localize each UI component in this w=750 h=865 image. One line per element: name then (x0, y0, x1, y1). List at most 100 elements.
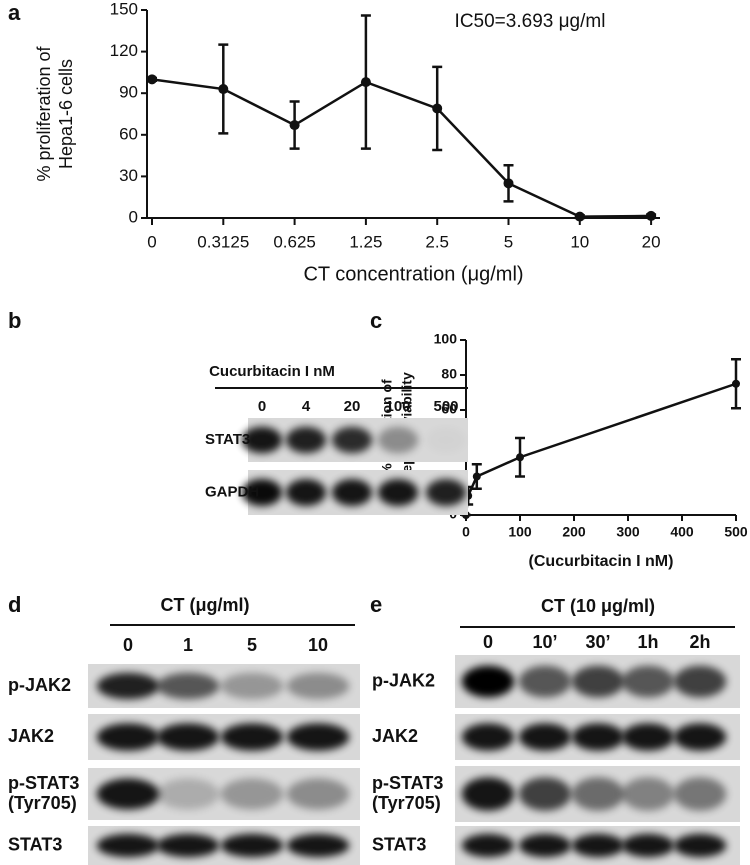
blot-band (461, 833, 515, 858)
x-tick-label: 300 (616, 524, 640, 540)
blot-band (673, 665, 727, 698)
blot-band (621, 777, 675, 811)
lane-label: 0 (483, 632, 493, 652)
row-label: (Tyr705) (372, 793, 441, 813)
y-tick-label: 80 (441, 366, 457, 382)
lane-label: 0 (123, 635, 133, 655)
x-tick-label: 0.3125 (197, 232, 249, 251)
panel-letter: d (8, 592, 21, 617)
data-point (432, 103, 443, 114)
x-tick-label: 100 (508, 524, 532, 540)
blot-band (377, 479, 419, 506)
row-label: JAK2 (8, 726, 54, 746)
y-tick-label: 100 (434, 331, 458, 347)
blot-band (377, 426, 419, 454)
row-label: (Tyr705) (8, 793, 77, 813)
x-tick-label: 200 (562, 524, 586, 540)
lane-label: 10’ (532, 632, 557, 652)
lane-label: 500 (433, 398, 458, 415)
y-tick-label: 120 (110, 41, 138, 60)
data-point (732, 379, 740, 388)
panel-letter: a (8, 0, 21, 25)
blot-band (286, 723, 350, 751)
blot-band (241, 426, 283, 454)
blot-band (518, 665, 572, 698)
blot-band (220, 833, 284, 858)
blot-band (673, 723, 727, 751)
x-axis-label: CT concentration (μg/ml) (303, 263, 523, 285)
row-label: p-STAT3 (372, 773, 443, 793)
y-axis-label: Hepa1-6 cells (56, 59, 76, 169)
blot-band (621, 833, 675, 858)
blot-band (156, 833, 220, 858)
lane-label: 4 (302, 398, 311, 415)
panel-letter: b (8, 308, 21, 333)
row-label: JAK2 (372, 726, 418, 746)
x-tick-label: 400 (670, 524, 694, 540)
row-label: STAT3 (205, 431, 250, 448)
x-tick-label: 20 (642, 232, 661, 251)
blot-band (426, 427, 466, 453)
blot-band (96, 672, 160, 700)
blot-band (518, 723, 572, 751)
panel-letter: c (370, 308, 382, 333)
blot-header: CT (10 μg/ml) (541, 596, 655, 616)
blot-header: Cucurbitacin I nM (209, 363, 335, 380)
data-line (464, 382, 737, 516)
lane-label: 0 (258, 398, 266, 415)
data-point (646, 210, 657, 221)
blot-band (571, 665, 625, 698)
blot-band (156, 778, 220, 810)
blot-band (518, 777, 572, 811)
x-tick-label: 500 (724, 524, 748, 540)
data-point (472, 472, 481, 481)
x-tick-label: 2.5 (425, 232, 449, 251)
blot-band (220, 672, 284, 700)
data-point (516, 453, 524, 462)
blot-band (96, 833, 160, 858)
y-tick-label: 30 (119, 166, 138, 185)
row-label: p-STAT3 (8, 773, 79, 793)
blot-band (673, 833, 727, 858)
lane-label: 1h (637, 632, 658, 652)
x-tick-label: 0 (147, 232, 156, 251)
blot-band (518, 833, 572, 858)
panel-letter: e (370, 592, 382, 617)
row-label: STAT3 (372, 834, 426, 854)
row-label: GAPDH (205, 483, 259, 500)
blot-band (285, 426, 327, 454)
blot-band (220, 778, 284, 810)
blot-band (571, 723, 625, 751)
blot-band (673, 777, 727, 811)
blot-band (220, 723, 284, 751)
x-axis-label: (Cucurbitacin I nM) (529, 553, 674, 570)
x-tick-label: 0 (462, 524, 470, 540)
blot-band (286, 833, 350, 858)
blot-band (286, 672, 350, 700)
data-point (360, 77, 371, 88)
x-tick-label: 0.625 (273, 232, 316, 251)
blot-band (571, 833, 625, 858)
lane-label: 20 (344, 398, 361, 415)
y-axis-label: % proliferation of (34, 45, 54, 181)
blot-band (285, 479, 327, 506)
lane-label: 100 (385, 398, 410, 415)
blot-band (571, 777, 625, 811)
lane-label: 30’ (585, 632, 610, 652)
y-tick-label: 90 (119, 83, 138, 102)
data-point (503, 178, 514, 189)
blot-band (461, 723, 515, 751)
row-label: p-JAK2 (8, 675, 71, 695)
data-point (289, 120, 300, 131)
x-tick-label: 1.25 (349, 232, 382, 251)
blot-band (331, 426, 373, 454)
blot-band (156, 723, 220, 751)
blot-band (461, 665, 515, 698)
data-point (147, 74, 157, 85)
lane-label: 1 (183, 635, 193, 655)
blot-band (96, 778, 160, 810)
row-label: STAT3 (8, 834, 62, 854)
blot-band (331, 479, 373, 506)
blot-band (286, 778, 350, 810)
